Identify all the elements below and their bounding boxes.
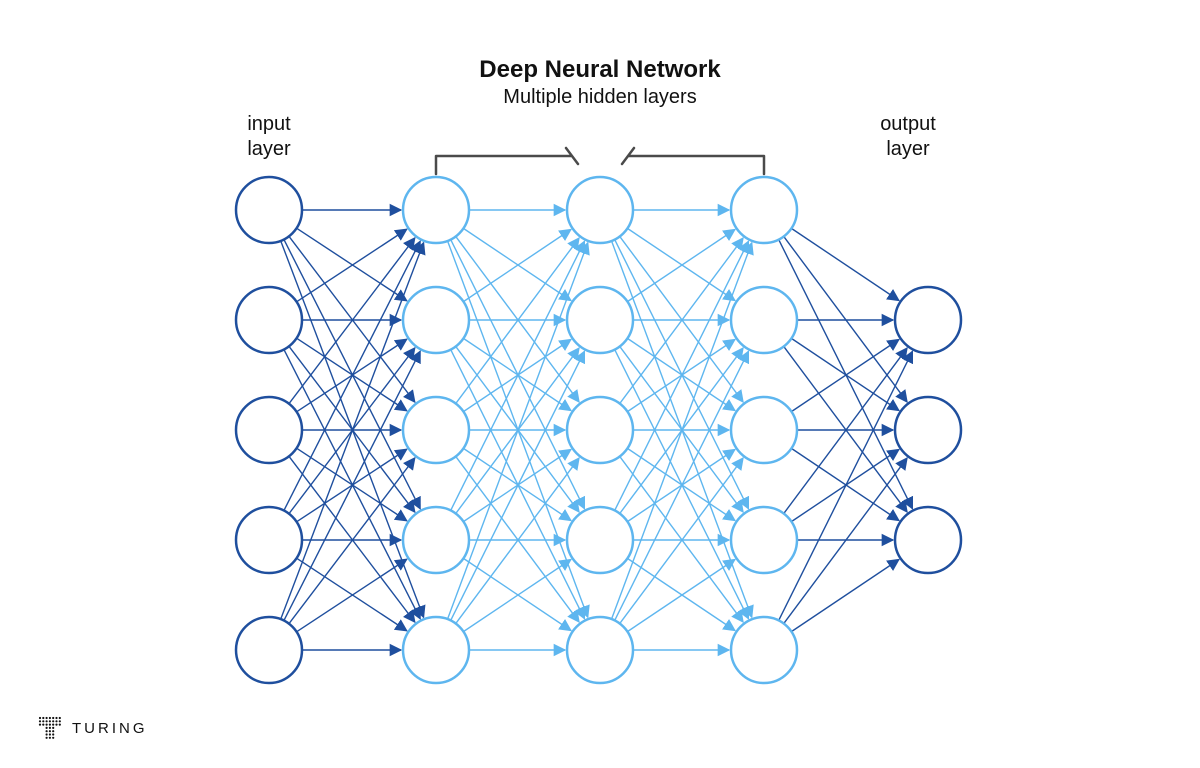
- brand-logo: TURING: [38, 716, 148, 740]
- edge: [297, 448, 407, 521]
- edge: [791, 338, 899, 410]
- node-hidden1-2: [403, 397, 469, 463]
- network-svg: [0, 0, 1200, 768]
- node-input-4: [236, 617, 302, 683]
- node-hidden3-3: [731, 507, 797, 573]
- edge: [463, 559, 571, 631]
- edge: [791, 559, 899, 631]
- node-output-0: [895, 287, 961, 353]
- node-hidden2-4: [567, 617, 633, 683]
- node-hidden1-4: [403, 617, 469, 683]
- turing-mark-icon: [38, 716, 62, 740]
- edge: [784, 236, 907, 401]
- node-input-1: [236, 287, 302, 353]
- edge: [451, 351, 585, 620]
- edge: [627, 228, 735, 300]
- node-hidden2-2: [567, 397, 633, 463]
- node-hidden2-0: [567, 177, 633, 243]
- edge: [289, 456, 415, 622]
- diagram-canvas: Deep Neural Network Multiple hidden laye…: [0, 0, 1200, 768]
- node-input-0: [236, 177, 302, 243]
- edge: [284, 241, 420, 510]
- edge: [297, 229, 407, 302]
- edge: [297, 559, 407, 632]
- edge: [463, 448, 571, 520]
- node-output-1: [895, 397, 961, 463]
- edge: [791, 339, 899, 411]
- edge: [615, 351, 749, 620]
- edge: [620, 456, 743, 621]
- edge: [627, 229, 735, 301]
- edge: [615, 241, 749, 510]
- edge: [297, 338, 407, 411]
- edge: [791, 228, 899, 300]
- overlay-group: [436, 148, 764, 174]
- edge: [297, 558, 407, 631]
- node-input-2: [236, 397, 302, 463]
- node-hidden1-3: [403, 507, 469, 573]
- edge: [463, 558, 571, 630]
- edge: [297, 228, 407, 301]
- edge: [791, 448, 899, 520]
- edge: [627, 338, 735, 410]
- edge: [784, 458, 907, 623]
- node-hidden2-1: [567, 287, 633, 353]
- hidden-layers-bracket: [622, 148, 764, 174]
- node-hidden3-2: [731, 397, 797, 463]
- edge: [456, 238, 579, 403]
- node-input-3: [236, 507, 302, 573]
- edge: [620, 238, 743, 403]
- node-output-2: [895, 507, 961, 573]
- node-hidden1-0: [403, 177, 469, 243]
- edge: [627, 558, 735, 630]
- edge: [289, 238, 415, 404]
- edge: [456, 456, 579, 621]
- edge: [779, 351, 913, 620]
- edge: [284, 351, 420, 620]
- edge: [463, 228, 571, 300]
- edge: [627, 448, 735, 520]
- node-hidden2-3: [567, 507, 633, 573]
- hidden-layers-bracket: [436, 148, 578, 174]
- node-hidden3-0: [731, 177, 797, 243]
- edge: [627, 559, 735, 631]
- edge: [463, 338, 571, 410]
- edge: [451, 241, 585, 510]
- edge: [463, 229, 571, 301]
- node-hidden3-4: [731, 617, 797, 683]
- node-hidden3-1: [731, 287, 797, 353]
- node-hidden1-1: [403, 287, 469, 353]
- brand-logo-text: TURING: [72, 720, 148, 737]
